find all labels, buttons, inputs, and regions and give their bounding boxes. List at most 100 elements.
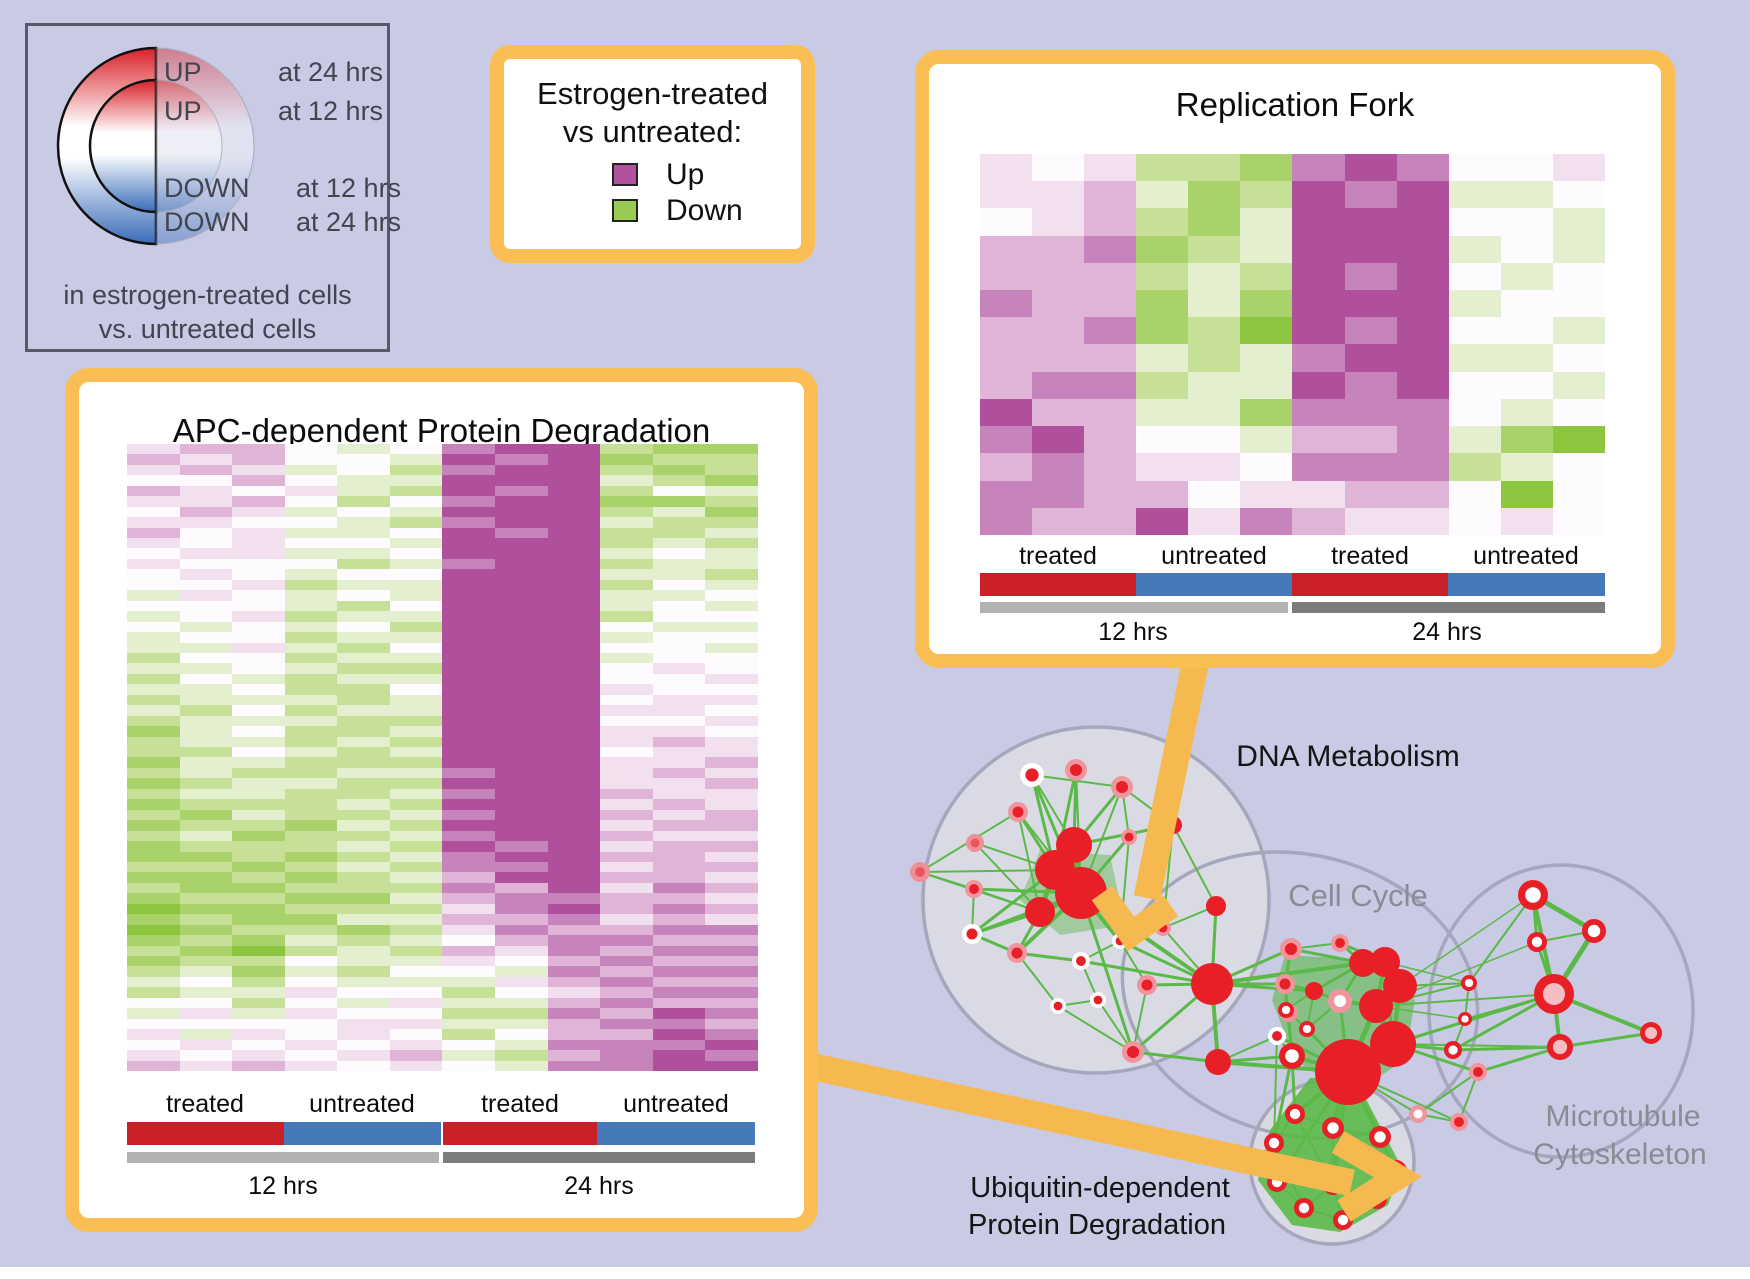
repl-12hrs-bar [980, 602, 1288, 613]
gene-node-core [1076, 956, 1086, 966]
gene-node-core [1124, 832, 1134, 842]
gene-node-core [1281, 1005, 1291, 1015]
network-edge [1375, 993, 1555, 1007]
gene-node [1205, 1049, 1231, 1075]
network-edge [974, 842, 1041, 913]
gene-node [1359, 989, 1393, 1023]
apc-24hrs-bar [443, 1152, 755, 1163]
cluster-label: DNA Metabolism [1236, 740, 1459, 773]
gene-node-core [1302, 1024, 1312, 1034]
up-swatch [612, 163, 638, 186]
gene-node-core [1552, 1039, 1568, 1055]
panel-arrow-head-1 [1331, 1131, 1423, 1222]
inner-circle-right-half [155, 79, 223, 213]
color-key: Estrogen-treated vs untreated: Up Down [490, 45, 815, 263]
network-edge [1057, 1005, 1134, 1053]
apc-group-label-2: untreated [309, 1090, 415, 1118]
cluster-microtubule [1427, 863, 1695, 1159]
repl-untreated-bar-24 [1448, 573, 1605, 596]
gene-node-core [1531, 936, 1543, 948]
network-edge [1468, 894, 1534, 984]
gene-node [1055, 867, 1107, 919]
concentric-circles-glyph [56, 46, 255, 246]
gene-node [1025, 897, 1055, 927]
gene-node-core [1454, 1117, 1464, 1127]
legend-up-24-label: UP [164, 57, 202, 87]
legend-caption-line2: vs. untreated cells [98, 314, 317, 344]
gene-node-core [915, 867, 925, 877]
repl-group-label-2: untreated [1161, 542, 1267, 570]
down-label: Down [666, 194, 743, 227]
apc-group-label-3: treated [481, 1090, 559, 1118]
legend-down-24-label: DOWN [164, 207, 250, 237]
network-edge [1559, 1031, 1652, 1049]
apc-group-label-4: untreated [623, 1090, 729, 1118]
network-edge [1080, 959, 1213, 986]
legend-caption-line1: in estrogen-treated cells [63, 280, 352, 310]
inner-circle-left-half [88, 78, 158, 214]
repl-group-label-1: treated [1019, 542, 1097, 570]
legend-down-24-time: at 24 hrs [296, 207, 402, 237]
gene-node-core [1327, 1122, 1339, 1134]
cluster-label: Cytoskeleton [1533, 1138, 1706, 1171]
gene-node-core [1053, 1001, 1063, 1011]
up-label: Up [666, 158, 705, 191]
apc-panel: APC-dependent Protein Degradation treate… [65, 368, 818, 1232]
gene-node [1383, 969, 1417, 1003]
apc-untreated-bar-12 [284, 1122, 441, 1145]
apc-12hrs-label: 12 hrs [248, 1172, 318, 1200]
legend-down-12-label: DOWN [164, 173, 250, 203]
network-edge [1132, 1050, 1219, 1064]
apc-untreated-bar-24 [597, 1122, 755, 1145]
repl-group-label-3: treated [1331, 542, 1409, 570]
color-key-title-line2: vs untreated: [562, 114, 743, 149]
gene-node-core [1272, 1031, 1282, 1041]
gene-node [1370, 1021, 1416, 1067]
gene-node-core [1284, 942, 1298, 956]
panel-arrow-head-0 [1091, 885, 1179, 952]
gene-node [1191, 963, 1233, 1005]
legend-up-12-time: at 12 hrs [278, 96, 384, 126]
repl-untreated-bar-12 [1136, 573, 1292, 596]
network-edge [1477, 1045, 1561, 1074]
cluster-label: Cell Cycle [1288, 878, 1428, 913]
panel-arrow-shaft-1 [807, 1052, 1355, 1197]
repl-24hrs-label: 24 hrs [1412, 618, 1482, 646]
network-edge [1452, 1045, 1561, 1052]
replication-heatmap [980, 154, 1605, 535]
gene-node-core [1335, 938, 1345, 948]
gene-node-core [1093, 995, 1103, 1005]
legend-down-12-time: at 12 hrs [296, 173, 402, 203]
apc-panel-title: APC-dependent Protein Degradation [172, 412, 711, 449]
bottom-margin [0, 1267, 1750, 1279]
gene-node-core [1413, 1109, 1423, 1119]
repl-12hrs-label: 12 hrs [1098, 618, 1168, 646]
legend-up-24-time: at 24 hrs [278, 57, 384, 87]
replication-panel: Replication Fork treated untreated treat… [915, 50, 1675, 668]
apc-heatmap [127, 444, 758, 1071]
gene-node [1305, 982, 1323, 1000]
gene-node-core [1279, 978, 1291, 990]
apc-12hrs-bar [127, 1152, 439, 1163]
gene-node [1349, 949, 1377, 977]
gene-node-core [969, 884, 979, 894]
gene-node-core [1448, 1045, 1458, 1055]
down-swatch [612, 199, 638, 222]
gene-node-core [1473, 1067, 1483, 1077]
network-edge [1417, 1071, 1479, 1115]
apc-treated-bar-24 [443, 1122, 597, 1145]
color-scale-legend: UP at 24 hrs UP at 12 hrs DOWN at 12 hrs… [25, 23, 401, 352]
network-edge [1016, 952, 1059, 1007]
network-edge [1016, 951, 1082, 963]
gene-node-core [1289, 1108, 1301, 1120]
gene-node-core [966, 928, 978, 940]
gene-node-core [1374, 1131, 1386, 1143]
gene-node-core [1285, 1049, 1299, 1063]
network-edge [919, 869, 1056, 873]
gene-node [1315, 1039, 1381, 1105]
repl-treated-bar-12 [980, 573, 1136, 596]
gene-node-core [1543, 983, 1565, 1005]
gene-node-core [1069, 763, 1083, 777]
gene-node-core [1644, 1026, 1658, 1040]
